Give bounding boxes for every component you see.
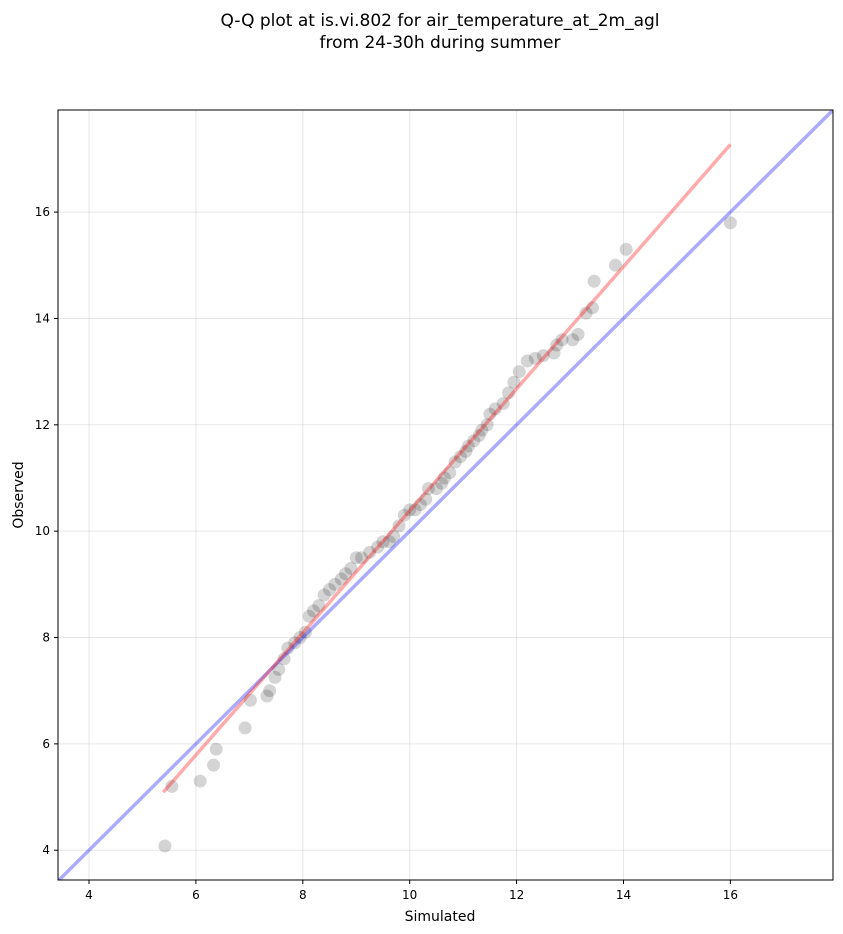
point bbox=[608, 258, 622, 272]
y-tick-label: 12 bbox=[35, 418, 50, 432]
point bbox=[429, 482, 443, 496]
y-axis-label: Observed bbox=[11, 461, 27, 528]
point bbox=[435, 476, 449, 490]
point bbox=[339, 567, 353, 581]
point bbox=[344, 561, 358, 575]
point bbox=[483, 407, 497, 421]
point bbox=[268, 670, 282, 684]
x-tick-label: 14 bbox=[616, 888, 631, 902]
y-tick-label: 6 bbox=[42, 737, 50, 751]
point bbox=[165, 779, 179, 793]
x-tick-label: 12 bbox=[509, 888, 524, 902]
point bbox=[293, 631, 307, 645]
point bbox=[382, 535, 396, 549]
y-tick-label: 16 bbox=[35, 205, 50, 219]
point bbox=[302, 609, 316, 623]
point bbox=[619, 242, 633, 256]
x-axis-label: Simulated bbox=[405, 909, 476, 925]
chart-title: Q-Q plot at is.vi.802 for air_temperatur… bbox=[220, 11, 659, 31]
x-tick-label: 8 bbox=[299, 888, 307, 902]
y-tick-label: 10 bbox=[35, 524, 50, 538]
point bbox=[536, 349, 550, 363]
point bbox=[288, 636, 302, 650]
point bbox=[363, 545, 377, 559]
point bbox=[209, 742, 223, 756]
point bbox=[298, 625, 312, 639]
point bbox=[403, 503, 417, 517]
point bbox=[158, 839, 172, 853]
point bbox=[272, 662, 286, 676]
x-tick-label: 6 bbox=[192, 888, 200, 902]
point bbox=[566, 333, 580, 347]
point bbox=[277, 652, 291, 666]
point bbox=[579, 306, 593, 320]
chart-subtitle: from 24-30h during summer bbox=[320, 33, 561, 53]
point bbox=[585, 301, 599, 315]
reference-line bbox=[161, 143, 732, 794]
point bbox=[448, 455, 462, 469]
point bbox=[520, 354, 534, 368]
x-tick-label: 10 bbox=[402, 888, 417, 902]
point bbox=[502, 386, 516, 400]
point bbox=[312, 599, 326, 613]
y-tick-label: 8 bbox=[42, 631, 50, 645]
point bbox=[392, 519, 406, 533]
point bbox=[467, 434, 481, 448]
point bbox=[260, 689, 274, 703]
x-tick-label: 16 bbox=[723, 888, 738, 902]
y-tick-label: 14 bbox=[35, 311, 50, 325]
point bbox=[723, 216, 737, 230]
point bbox=[472, 428, 486, 442]
point bbox=[419, 492, 433, 506]
point bbox=[488, 402, 502, 416]
point bbox=[334, 572, 348, 586]
point bbox=[413, 498, 427, 512]
point bbox=[397, 508, 411, 522]
point bbox=[496, 397, 510, 411]
point bbox=[587, 274, 601, 288]
point bbox=[355, 551, 369, 565]
point bbox=[550, 338, 564, 352]
point bbox=[243, 693, 257, 707]
point bbox=[475, 423, 489, 437]
point bbox=[453, 450, 467, 464]
point bbox=[459, 444, 473, 458]
point bbox=[376, 535, 390, 549]
point bbox=[323, 583, 337, 597]
point bbox=[263, 684, 277, 698]
reference-line bbox=[58, 110, 833, 880]
point bbox=[480, 418, 494, 432]
point bbox=[328, 577, 342, 591]
point bbox=[437, 471, 451, 485]
point bbox=[193, 774, 207, 788]
point bbox=[571, 327, 585, 341]
point bbox=[238, 721, 252, 735]
point bbox=[306, 604, 320, 618]
point bbox=[349, 551, 363, 565]
point bbox=[207, 758, 221, 772]
plot-area bbox=[58, 110, 833, 880]
point bbox=[528, 351, 542, 365]
point bbox=[555, 333, 569, 347]
point bbox=[421, 482, 435, 496]
point bbox=[512, 365, 526, 379]
point bbox=[387, 529, 401, 543]
plot-frame bbox=[57, 109, 834, 881]
point bbox=[443, 466, 457, 480]
point bbox=[317, 588, 331, 602]
y-tick-label: 4 bbox=[42, 843, 50, 857]
point bbox=[461, 439, 475, 453]
point bbox=[408, 503, 422, 517]
point bbox=[547, 346, 561, 360]
point bbox=[281, 641, 295, 655]
x-tick-label: 4 bbox=[85, 888, 93, 902]
point bbox=[371, 540, 385, 554]
point bbox=[507, 375, 521, 389]
